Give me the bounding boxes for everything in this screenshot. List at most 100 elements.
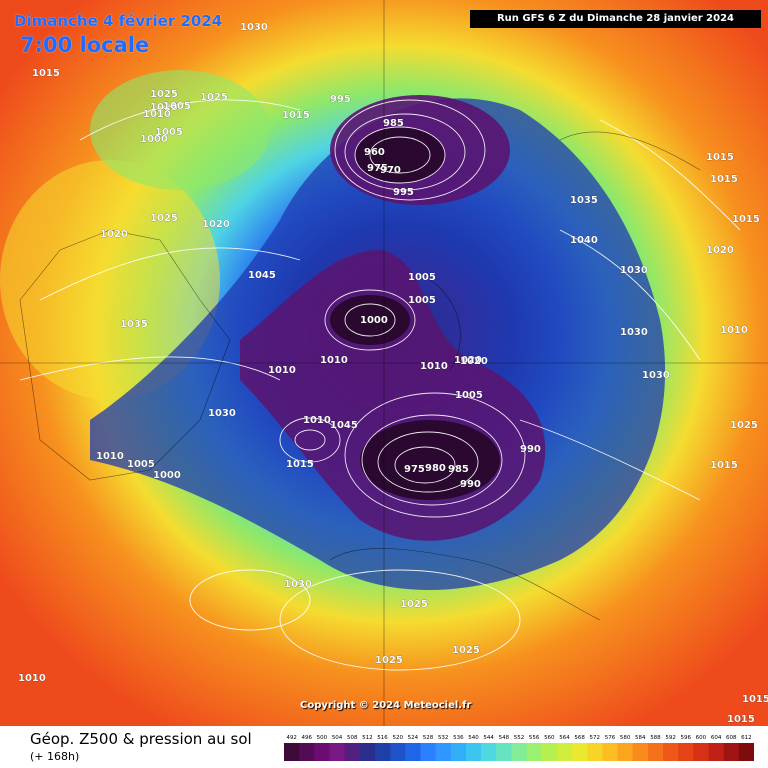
- scale-swatch: [481, 743, 497, 761]
- isobar-label: 1015: [710, 174, 738, 185]
- color-scale: 492 496 500 504 508 512 516 520 524 528 532 536 540 5…: [284, 735, 754, 761]
- scale-tick-label: 508: [347, 735, 358, 741]
- low-core-center: [330, 295, 410, 345]
- isobar-label: 1030: [240, 22, 268, 33]
- isobar-label: 1015: [742, 694, 768, 705]
- scale-swatch: [526, 743, 543, 761]
- scale-swatch: [587, 743, 603, 761]
- isobar-label: 1010: [720, 325, 748, 336]
- isobar-label: 1020: [202, 219, 230, 230]
- isobar-label: 1015: [727, 714, 755, 725]
- scale-tick-label: 536: [453, 735, 464, 741]
- isobar-label: 1020: [706, 245, 734, 256]
- scale-tick-label: 608: [726, 735, 737, 741]
- isobar-label: 1005: [127, 459, 155, 470]
- isobar-label: 1015: [282, 110, 310, 121]
- scale-tick-label: 524: [408, 735, 419, 741]
- isobar-label: 995: [393, 187, 414, 198]
- isobar-labels: 1030101510251015100510101005100099598596…: [18, 22, 768, 725]
- scale-tick-label: 604: [711, 735, 722, 741]
- ridge-north-america: [0, 160, 220, 400]
- scale-tick-label: 528: [423, 735, 434, 741]
- scale-tick-label: 560: [544, 735, 555, 741]
- scale-swatch: [602, 743, 618, 761]
- legend-title: Géop. Z500 & pression au sol: [30, 730, 252, 748]
- scale-tick-label: 556: [529, 735, 540, 741]
- isobar-label: 1035: [570, 195, 598, 206]
- isobar-label: 960: [364, 147, 385, 158]
- forecast-local-time: 7:00 locale: [20, 33, 150, 57]
- scale-swatch: [723, 743, 740, 761]
- isobar-label: 1020: [100, 229, 128, 240]
- scale-swatch: [617, 743, 634, 761]
- isobar-label: 1025: [452, 645, 480, 656]
- isobar-label: 1030: [642, 370, 670, 381]
- isobar-label: 1010: [18, 673, 46, 684]
- scale-swatch: [405, 743, 421, 761]
- isobar-label: 1010: [143, 109, 171, 120]
- isobar-label: 1025: [730, 420, 758, 431]
- isobar-label: 985: [448, 464, 469, 475]
- scale-tick-label: 596: [681, 735, 692, 741]
- isobar-label: 1010: [96, 451, 124, 462]
- isobar-label: 1005: [455, 390, 483, 401]
- scale-swatch: [374, 743, 391, 761]
- scale-tick-label: 580: [620, 735, 631, 741]
- isobar-label: 1015: [32, 68, 60, 79]
- isobar-label: 1015: [706, 152, 734, 163]
- isobar-label: 1025: [200, 92, 228, 103]
- scale-swatch: [435, 743, 452, 761]
- isobar-label: 1000: [140, 134, 168, 145]
- scale-swatch: [390, 743, 406, 761]
- scale-swatch: [738, 743, 754, 761]
- isobar-label: 1000: [153, 470, 181, 481]
- isobar-label: 980: [425, 463, 446, 474]
- scale-tick-label: 588: [650, 735, 661, 741]
- scale-tick-label: 592: [665, 735, 676, 741]
- isobar-label: 1015: [732, 214, 760, 225]
- low-core-south: [360, 420, 500, 500]
- scale-swatch: [314, 743, 330, 761]
- scale-swatch: [496, 743, 512, 761]
- legend-forecast-range: (+ 168h): [30, 750, 80, 763]
- isobar-label: 995: [330, 94, 351, 105]
- scale-swatch: [344, 743, 361, 761]
- isobar-label: 1020: [454, 355, 482, 366]
- z500-pressure-map: 1030101510251015100510101005100099598596…: [0, 0, 768, 726]
- isobar-label: 1025: [400, 599, 428, 610]
- scale-tick-label: 564: [559, 735, 570, 741]
- scale-tick-label: 568: [574, 735, 585, 741]
- scale-swatch: [572, 743, 588, 761]
- isobar-label: 975: [404, 464, 425, 475]
- scale-tick-label: 584: [635, 735, 646, 741]
- isobar-label: 1025: [375, 655, 403, 666]
- isobar-label: 1000: [360, 315, 388, 326]
- isobar-label: 1010: [420, 361, 448, 372]
- scale-tick-label: 500: [317, 735, 328, 741]
- isobar-label: 1010: [303, 415, 331, 426]
- isobar-label: 990: [460, 479, 481, 490]
- forecast-date: Dimanche 4 février 2024: [14, 12, 223, 30]
- scale-swatch: [299, 743, 315, 761]
- isobar-label: 990: [520, 444, 541, 455]
- model-run-info: Run GFS 6 Z du Dimanche 28 janvier 2024: [470, 10, 761, 28]
- scale-swatch: [678, 743, 694, 761]
- isobar-label: 1025: [150, 89, 178, 100]
- scale-swatch: [708, 743, 725, 761]
- scale-swatch: [450, 743, 467, 761]
- isobar-label: 1005: [163, 101, 191, 112]
- isobar-label: 1005: [155, 127, 183, 138]
- isobar-label: 1040: [570, 235, 598, 246]
- scale-tick-label: 516: [377, 735, 388, 741]
- copyright-notice: Copyright © 2024 Meteociel.fr: [300, 700, 472, 711]
- scale-tick-label: 612: [741, 735, 752, 741]
- isobar-label: 1045: [248, 270, 276, 281]
- scale-swatch: [465, 743, 482, 761]
- isobar-label: 1005: [408, 295, 436, 306]
- legend-footer: Géop. Z500 & pression au sol (+ 168h) 49…: [0, 726, 768, 768]
- low-core-north: [355, 127, 445, 183]
- scale-tick-label: 548: [499, 735, 510, 741]
- isobar-label: 975: [367, 163, 388, 174]
- scale-tick-label: 572: [590, 735, 601, 741]
